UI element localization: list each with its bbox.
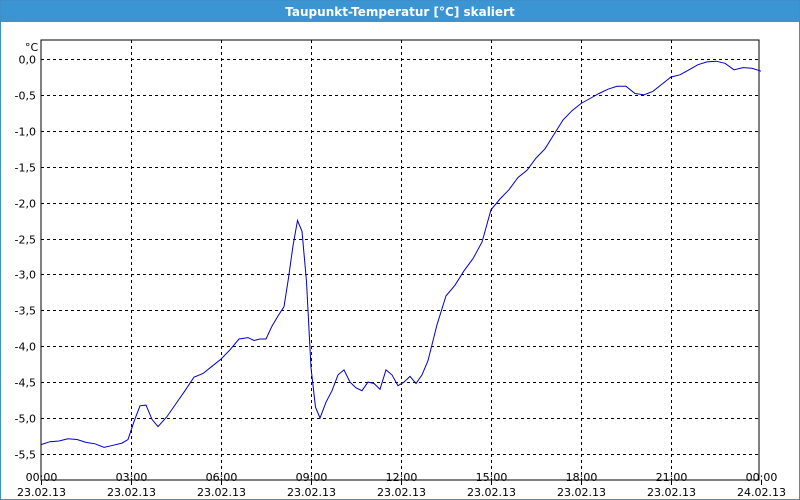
x-tick-time: 09:00 bbox=[296, 471, 328, 484]
y-tick-label: -3,0 bbox=[15, 269, 36, 282]
y-tick-label: -1,0 bbox=[15, 126, 36, 139]
x-tick-time: 15:00 bbox=[476, 471, 508, 484]
x-tick-date: 23.02.13 bbox=[557, 486, 606, 499]
chart-title: Taupunkt-Temperatur [°C] skaliert bbox=[1, 1, 799, 22]
line-chart: °C 0,0 -0,5 -1,0 -1,5 -2,0 -2,5 -3,0 -3,5 -4,0 -4… bbox=[15, 39, 786, 499]
y-tick-label: -5,5 bbox=[15, 449, 36, 462]
x-tick-date: 23.02.13 bbox=[647, 486, 696, 499]
x-tick-date: 23.02.13 bbox=[287, 486, 336, 499]
x-tick-time: 21:00 bbox=[656, 471, 688, 484]
y-tick-label: 0,0 bbox=[19, 54, 37, 67]
x-tick-time: 03:00 bbox=[116, 471, 148, 484]
y-tick-label: -0,5 bbox=[15, 90, 36, 103]
x-tick-date: 23.02.13 bbox=[377, 486, 426, 499]
x-tick-date: 23.02.13 bbox=[467, 486, 516, 499]
x-tick-date: 23.02.13 bbox=[17, 486, 66, 499]
x-tick-time: 18:00 bbox=[566, 471, 598, 484]
y-tick-label: -5,0 bbox=[15, 413, 36, 426]
x-tick-date: 24.02.13 bbox=[737, 486, 786, 499]
y-tick-label: -2,0 bbox=[15, 198, 36, 211]
y-axis-unit: °C bbox=[25, 41, 39, 54]
x-tick-date: 23.02.13 bbox=[107, 486, 156, 499]
x-tick-time: 12:00 bbox=[386, 471, 418, 484]
y-tick-label: -1,5 bbox=[15, 162, 36, 175]
vertical-gridlines bbox=[41, 40, 762, 485]
y-tick-label: -4,5 bbox=[15, 377, 36, 390]
x-tick-labels: 00:00 23.02.13 03:00 23.02.13 06:00 23.02.13 0… bbox=[17, 471, 786, 499]
x-tick-time: 06:00 bbox=[206, 471, 238, 484]
dewpoint-series-line bbox=[40, 60, 762, 448]
y-tick-label: -3,5 bbox=[15, 305, 36, 318]
x-tick-date: 23.02.13 bbox=[197, 486, 246, 499]
x-tick-time: 00:00 bbox=[746, 471, 778, 484]
plot-area bbox=[40, 39, 760, 481]
y-tick-label: -2,5 bbox=[15, 234, 36, 247]
x-tick-time: 00:00 bbox=[26, 471, 58, 484]
y-tick-label: -4,0 bbox=[15, 341, 36, 354]
y-tick-labels: 0,0 -0,5 -1,0 -1,5 -2,0 -2,5 -3,0 -3,5 -4,0 -4,5 -… bbox=[15, 54, 36, 462]
